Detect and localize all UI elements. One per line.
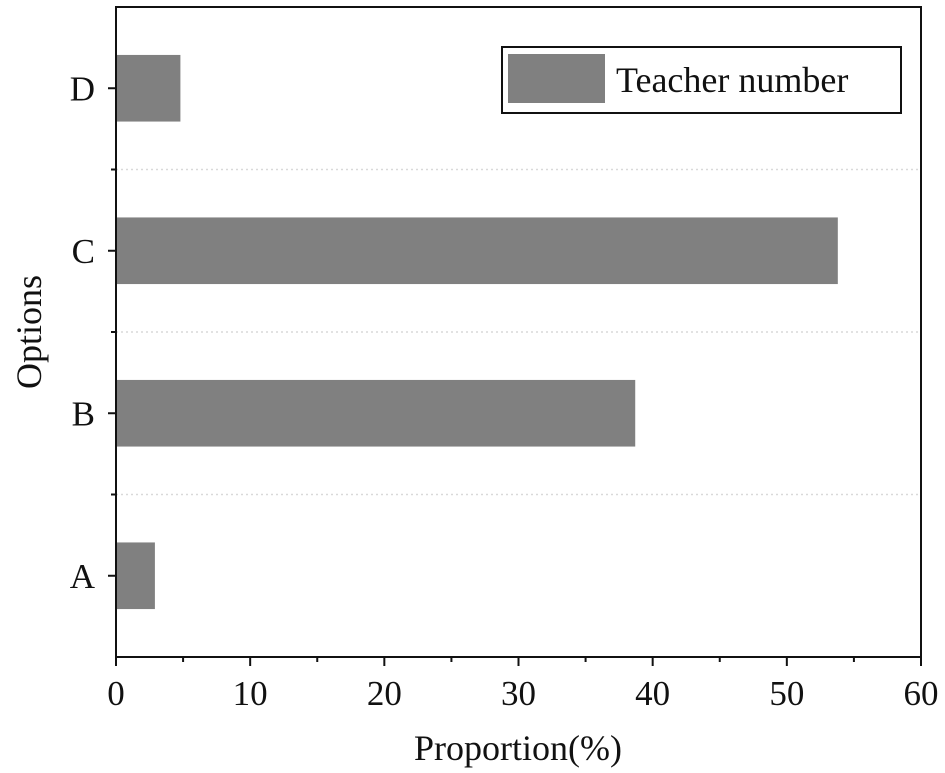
x-tick-label: 30 (501, 674, 536, 713)
x-axis-ticks: 0 10 20 30 40 50 60 (107, 657, 939, 713)
x-tick-label: 60 (904, 674, 939, 713)
bar-c (116, 217, 838, 285)
x-tick-label: 20 (367, 674, 402, 713)
y-tick-label: D (70, 69, 95, 108)
grid-lines (116, 168, 921, 496)
legend-label: Teacher number (616, 60, 848, 100)
y-axis-ticks: A B C D (70, 69, 116, 596)
x-tick-label: 40 (635, 674, 670, 713)
x-axis-title: Proportion(%) (414, 728, 622, 768)
y-tick-label: A (70, 557, 96, 596)
x-tick-label: 0 (107, 674, 125, 713)
y-tick-label: C (72, 232, 95, 271)
bar-a (116, 542, 155, 610)
bar-b (116, 379, 636, 447)
bars (116, 54, 838, 610)
legend: Teacher number (501, 46, 902, 114)
legend-swatch (508, 54, 605, 103)
y-tick-label: B (72, 394, 95, 433)
y-axis-title: Options (9, 275, 49, 389)
x-tick-label: 50 (769, 674, 804, 713)
bar-d (116, 54, 181, 122)
x-tick-label: 10 (233, 674, 268, 713)
